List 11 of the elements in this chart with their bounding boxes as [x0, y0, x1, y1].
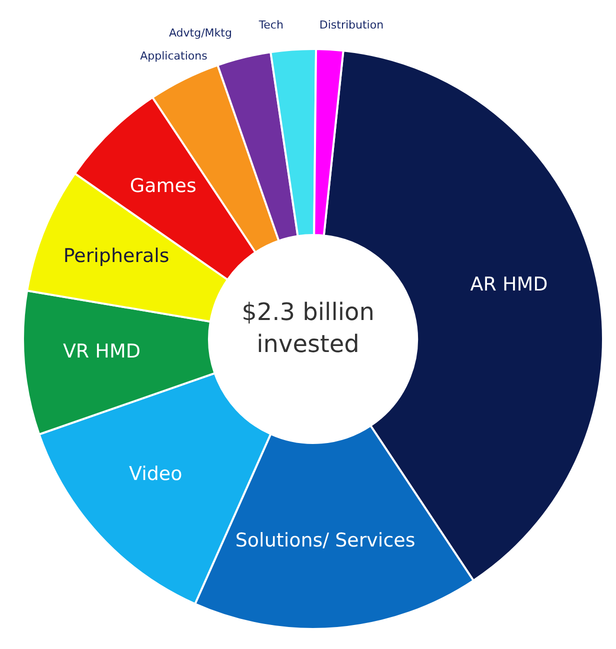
- slice-label: Peripherals: [63, 244, 170, 267]
- slice-label: Advtg/Mktg: [168, 26, 232, 40]
- slice-label: Solutions/ Services: [235, 529, 416, 552]
- text: $2.3 billion invested: [242, 298, 374, 358]
- slice-label: AR HMD: [470, 274, 548, 296]
- slice-label: VR HMD: [62, 340, 141, 362]
- slice-label: Distribution: [319, 18, 384, 32]
- slice-label: Applications: [140, 49, 208, 62]
- slice-label: Video: [129, 463, 182, 486]
- slice-label: Games: [130, 175, 196, 198]
- slice-label: Tech: [258, 18, 284, 32]
